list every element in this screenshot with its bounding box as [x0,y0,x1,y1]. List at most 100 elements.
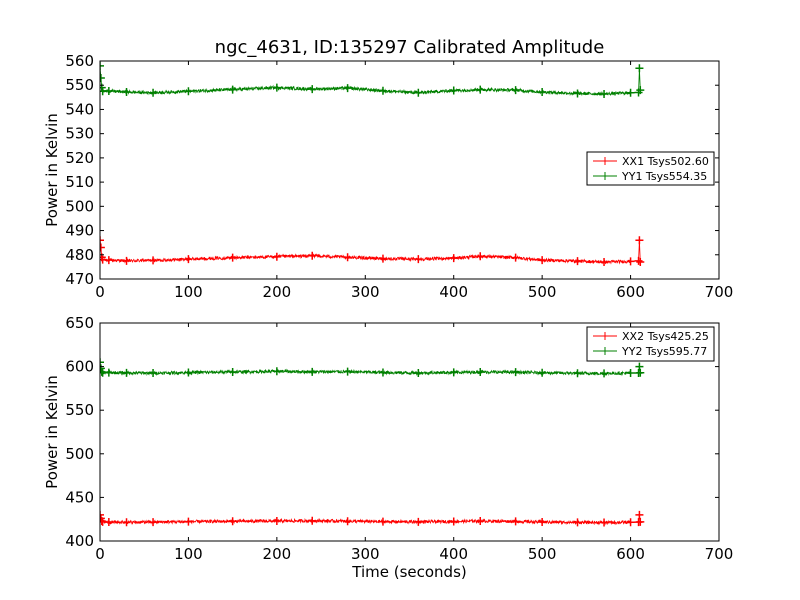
x-tick-label: 0 [95,283,105,301]
data-point [122,256,131,265]
data-point [100,243,105,252]
data-point [511,368,520,377]
data-point [511,253,520,262]
data-point [272,367,281,376]
y-tick-label: 560 [65,52,94,70]
data-point [228,253,237,262]
data-point [538,368,547,377]
legend-label: XX2 Tsys425.25 [622,330,709,343]
y-tick-label: 500 [65,197,94,215]
series-line [100,514,641,526]
legend-marker [601,157,609,165]
data-point [449,86,458,95]
data-point [308,85,317,94]
y-tick-label: 480 [65,246,94,264]
data-point [149,88,158,97]
data-point [634,256,643,265]
legend-label: YY2 Tsys595.77 [621,345,707,358]
y-tick-label: 550 [65,401,94,419]
data-point [149,256,158,265]
data-point [308,516,317,525]
x-tick-label: 700 [705,545,734,563]
chart-bottom: Power in Kelvin Time (seconds) 0 100 200 30… [43,314,733,581]
legend-box [586,326,715,362]
y-tick-label: 470 [65,270,94,288]
data-point [476,85,485,94]
data-point [184,517,193,526]
data-point [343,253,352,262]
data-point [100,236,104,245]
data-point [378,254,387,263]
series-line [100,65,641,97]
x-tick-label: 200 [263,283,292,301]
data-point [228,517,237,526]
data-point [476,252,485,261]
data-point [184,368,193,377]
x-tick-label: 400 [439,283,468,301]
y-axis-label: Power in Kelvin [43,113,61,227]
data-point [228,85,237,94]
plot-area [100,61,645,267]
data-point [600,89,609,98]
data-point [573,257,582,266]
x-tick-label: 400 [439,545,468,563]
y-tick-label: 520 [65,149,94,167]
legend: XX2 Tsys425.25 YY2 Tsys595.77 [586,326,715,362]
x-tick-label: 500 [528,283,557,301]
data-point [104,368,113,377]
data-point [414,88,423,97]
data-point [378,86,387,95]
data-point [573,518,582,527]
data-point [100,516,106,525]
y-tick-label: 600 [65,358,94,376]
data-point [538,517,547,526]
x-tick-label: 300 [351,545,380,563]
y-axis-label: Power in Kelvin [43,375,61,489]
data-point [343,517,352,526]
data-point [100,510,104,519]
data-point [538,256,547,265]
data-point [626,518,635,527]
x-tick-label: 0 [95,545,105,563]
axes-frame [99,322,720,542]
x-tick-label: 300 [351,283,380,301]
data-point [449,254,458,263]
data-point [511,517,520,526]
data-point [635,64,644,73]
series-line [100,240,641,265]
data-point [184,87,193,96]
chart-top: ngc_4631, ID:135297 Calibrated Amplitude… [43,37,733,301]
data-point [228,368,237,377]
data-point [636,517,645,526]
data-point [414,517,423,526]
data-point [100,358,104,367]
data-point [100,73,105,82]
data-point [635,236,644,245]
data-point [476,368,485,377]
y-tick-label: 550 [65,76,94,94]
axes-frame [99,60,720,280]
y-tick-label: 650 [65,314,94,332]
y-tick-label: 490 [65,222,94,240]
y-tick-label: 400 [65,532,94,550]
data-point [308,251,317,260]
legend-marker [601,332,609,340]
data-point [600,518,609,527]
data-point [538,88,547,97]
data-point [122,88,131,97]
series-line [100,362,641,377]
data-point [414,255,423,264]
data-point [100,364,105,373]
plot-area [100,358,645,527]
data-point [600,258,609,267]
y-tick-label: 540 [65,100,94,118]
x-tick-label: 200 [263,545,292,563]
legend-marker [601,347,609,355]
legend-marker [601,172,609,180]
data-point [100,61,104,70]
data-point [272,83,281,92]
data-point [600,369,609,378]
data-point [343,367,352,376]
data-point [100,367,106,376]
